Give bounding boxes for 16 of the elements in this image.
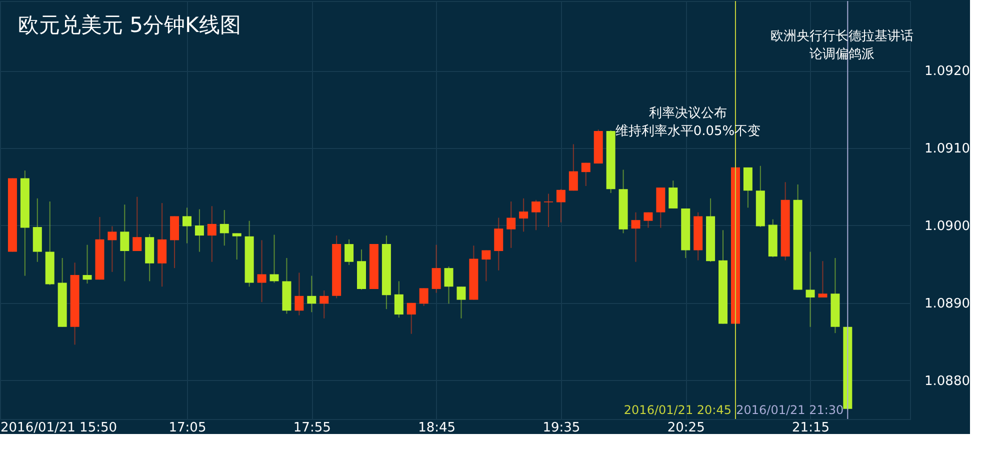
x-tick-label: 2016/01/21 15:50	[0, 420, 118, 436]
y-tick-label: 1.0880	[924, 374, 970, 389]
annotation: 利率决议公布	[649, 105, 727, 121]
y-tick-label: 1.0910	[924, 142, 970, 157]
x-tick-label: 18:45	[418, 420, 456, 436]
x-tick-label: 17:55	[293, 420, 331, 436]
y-tick-label: 1.0890	[924, 296, 970, 312]
y-tick-label: 1.0900	[924, 218, 970, 234]
x-tick-label: 20:25	[667, 420, 705, 436]
y-tick-label: 1.0920	[924, 64, 970, 80]
x-tick-label: 19:35	[542, 420, 580, 436]
text: 欧元兑美元 5分钟K线图	[18, 13, 241, 37]
ref-line-label: 2016/01/21 21:30	[736, 403, 844, 417]
ref-line-label: 2016/01/21 20:45	[624, 403, 732, 417]
x-tick-label: 17:05	[168, 420, 206, 436]
x-tick-label: 21:15	[792, 420, 830, 436]
